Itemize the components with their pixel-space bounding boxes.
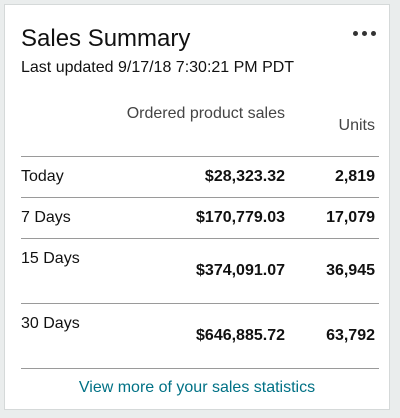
view-more-sales-link[interactable]: View more of your sales statistics (78, 379, 316, 396)
sales-table: Ordered product sales Units Today $28,32… (21, 99, 379, 369)
row-sales: $28,323.32 (204, 168, 285, 185)
row-sales: $646,885.72 (196, 327, 285, 344)
ellipsis-icon (370, 30, 376, 36)
row-period: 15 Days (21, 250, 80, 267)
row-sales: $170,779.03 (196, 209, 285, 226)
ellipsis-icon (352, 30, 358, 36)
table-header-row: Ordered product sales Units (21, 99, 379, 157)
row-units: 63,792 (326, 327, 375, 344)
sales-summary-card: Sales Summary Last updated 9/17/18 7:30:… (4, 4, 390, 410)
table-row: 7 Days $170,779.03 17,079 (21, 198, 379, 239)
row-units: 2,819 (334, 168, 375, 185)
column-header-units: Units (338, 117, 375, 134)
row-period: 7 Days (21, 209, 71, 226)
ellipsis-icon (361, 30, 367, 36)
row-units: 36,945 (326, 262, 375, 279)
table-row: Today $28,323.32 2,819 (21, 157, 379, 198)
column-header-sales: Ordered product sales (126, 105, 285, 122)
more-options-button[interactable] (349, 21, 379, 45)
row-sales: $374,091.07 (196, 262, 285, 279)
last-updated-text: Last updated 9/17/18 7:30:21 PM PDT (21, 59, 295, 76)
row-units: 17,079 (326, 209, 375, 226)
row-period: Today (21, 168, 64, 185)
widget-title: Sales Summary (21, 25, 191, 52)
row-period: 30 Days (21, 315, 80, 332)
table-row: 15 Days $374,091.07 36,945 (21, 239, 379, 304)
table-row: 30 Days $646,885.72 63,792 (21, 304, 379, 369)
